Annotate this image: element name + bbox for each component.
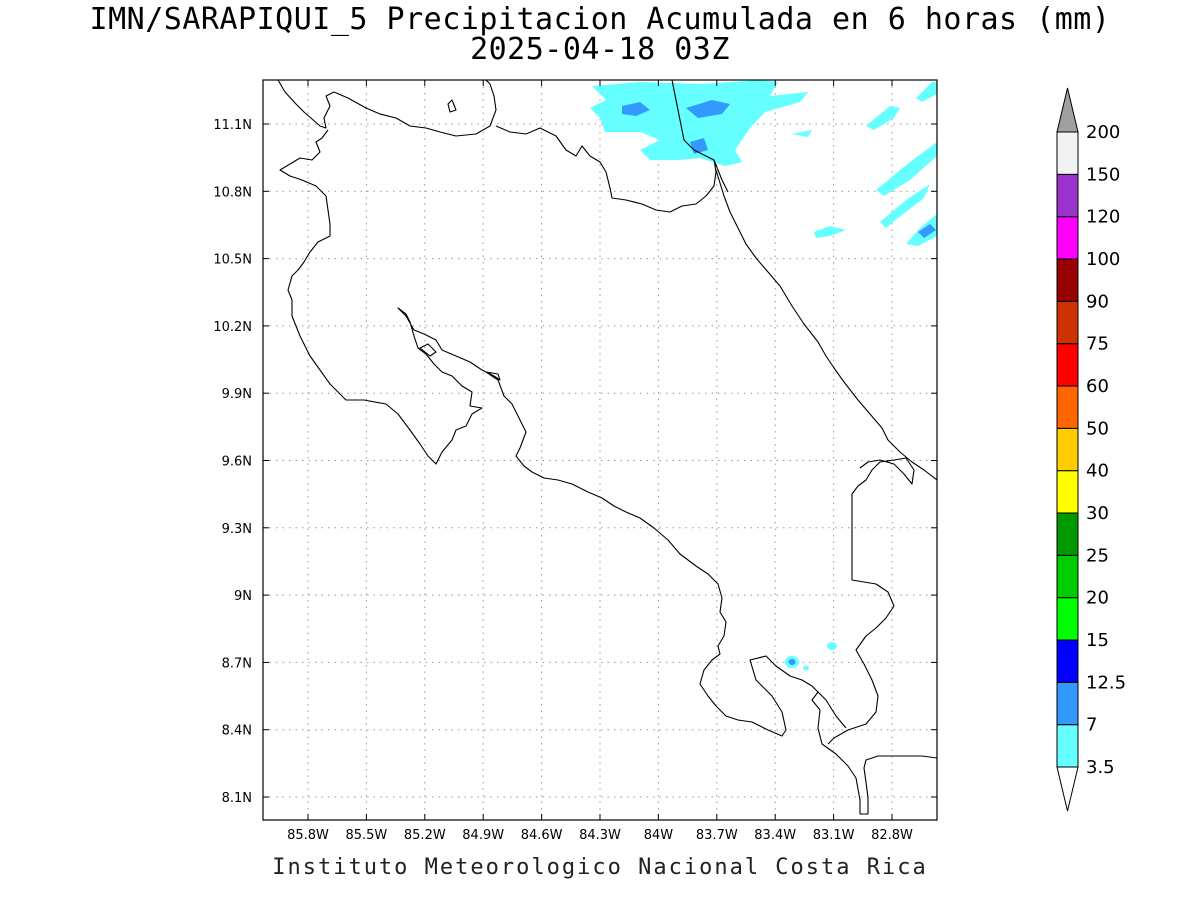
lat-tick-label: 8.4N [222,724,252,739]
lon-tick-label: 84W [644,828,674,843]
lake-island [447,99,457,113]
colorbar-level-label: 12.5 [1086,672,1126,693]
map-title: IMN/SARAPIQUI_5 Precipitacion Acumulada … [89,2,1111,37]
lat-tick-label: 10.5N [213,253,252,268]
colorbar-level-label: 40 [1086,461,1109,482]
colorbar-segment [1056,131,1079,175]
lat-tick-label: 8.7N [222,656,252,671]
coastline-layer [277,80,937,815]
colorbar-segment [1056,639,1079,683]
colorbar-segment [1056,427,1079,472]
map-valid-time: 2025-04-18 03Z [470,32,730,67]
latitude-axis: 11.1N 10.8N 10.5N 10.2N 9.9N 9.6N 9.3N 9N 8.7N 8.… [213,118,937,806]
lon-tick-label: 82.8W [871,828,913,843]
precip-spot-se-3 [803,665,809,671]
lat-tick-label: 11.1N [213,118,252,133]
lat-tick-label: 9.9N [222,387,252,402]
colorbar-segment [1056,554,1079,599]
precip-area-ne [590,80,808,166]
colorbar-level-label: 30 [1086,503,1109,524]
colorbar: 3.5 7 12.5 15 20 25 30 40 50 60 75 90 100 120 150 200 [1056,87,1126,812]
colorbar-segment [1056,300,1079,345]
precip-band-e-2 [916,82,937,102]
lat-tick-label: 8.1N [222,791,252,806]
graticule [263,80,937,820]
colorbar-level-label: 90 [1086,291,1109,312]
lat-tick-label: 9.3N [222,522,252,537]
colorbar-segment [1056,724,1079,768]
precip-band-e-1 [866,106,900,130]
lat-tick-label: 10.8N [213,185,252,200]
precip-spot-se-1-core [788,659,796,665]
lon-tick-label: 85.5W [345,828,387,843]
lat-tick-label: 10.2N [213,320,252,335]
colorbar-under-triangle [1056,766,1079,812]
lon-tick-label: 84.6W [521,828,563,843]
panama-border [827,457,915,745]
colorbar-level-label: 25 [1086,545,1109,566]
lon-tick-label: 84.9W [462,828,504,843]
colorbar-segment [1056,216,1079,260]
lat-tick-label: 9N [234,589,252,604]
institution-credit: Instituto Meteorologico Nacional Costa R… [272,855,928,880]
colorbar-level-label: 100 [1086,249,1120,270]
lon-tick-label: 83.7W [696,828,738,843]
colorbar-level-label: 50 [1086,418,1109,439]
colorbar-level-label: 60 [1086,376,1109,397]
caribbean-coast [715,169,937,481]
precip-band-e-6 [814,226,846,238]
lat-tick-label: 9.6N [222,455,252,470]
lon-tick-label: 84.3W [579,828,621,843]
colorbar-segment [1056,385,1079,429]
colorbar-segment [1056,343,1079,387]
lon-tick-label: 85.2W [404,828,446,843]
osa-peninsula-east [817,691,847,729]
lon-tick-label: 83.1W [813,828,855,843]
colorbar-level-label: 20 [1086,588,1109,609]
colorbar-level-label: 120 [1086,207,1120,228]
colorbar-segment [1056,512,1079,556]
colorbar-segment [1056,681,1079,726]
precip-band-e-4 [880,184,930,228]
precip-core-e-5 [918,224,936,238]
colorbar-segment [1056,173,1079,218]
nicaragua-border-lake-shore [277,80,497,137]
colorbar-segment [1056,258,1079,302]
colorbar-over-triangle [1056,87,1079,133]
precip-band-e-3 [876,142,937,196]
colorbar-level-label: 75 [1086,334,1109,355]
nicoya-inner-island [419,343,437,357]
precip-spot-se-2 [827,642,837,650]
precip-spot-ne-4 [792,130,812,137]
longitude-axis: 85.8W 85.5W 85.2W 84.9W 84.6W 84.3W 84W 83.7W 83… [287,80,913,843]
colorbar-level-label: 7 [1086,715,1097,736]
colorbar-segment [1056,597,1079,641]
precipitation-layer [590,80,937,671]
northern-coast-san-juan [495,125,717,213]
nicaragua-border-east [671,80,729,193]
lon-tick-label: 85.8W [287,828,329,843]
colorbar-level-label: 15 [1086,630,1109,651]
colorbar-level-label: 200 [1086,122,1120,143]
precip-core-ne-2 [686,100,730,118]
colorbar-segment [1056,470,1079,514]
precip-core-ne-1 [622,102,650,116]
colorbar-level-label: 150 [1086,164,1120,185]
pacific-coast-guanacaste [279,129,937,815]
lon-tick-label: 83.4W [754,828,796,843]
colorbar-level-label: 3.5 [1086,757,1115,778]
